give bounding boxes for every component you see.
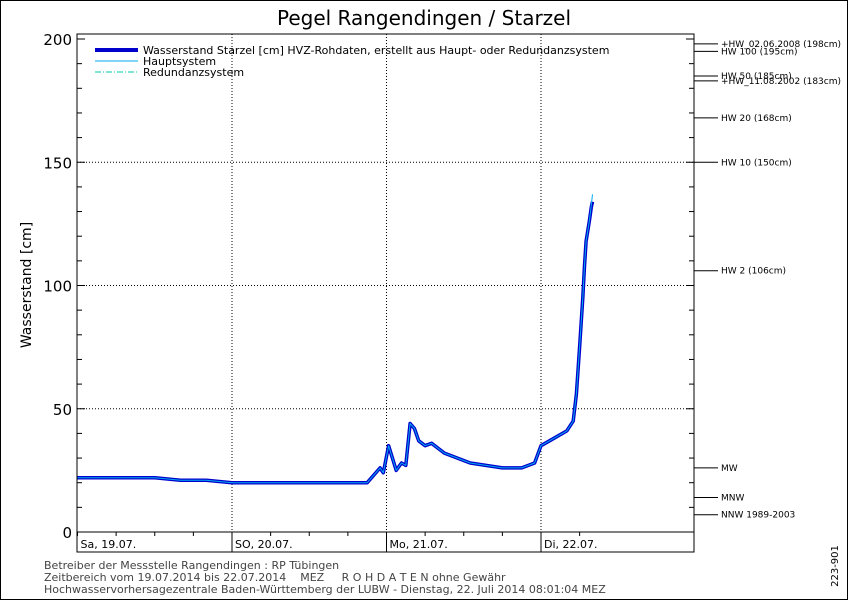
y-tick-label: 200: [43, 31, 72, 49]
series-line-wasserstand: [77, 201, 595, 485]
footer-operator: Betreiber der Messstelle Rangendingen : …: [44, 559, 339, 572]
reference-label: +HW_11.08.2002 (183cm): [721, 77, 841, 87]
legend-label: Redundanzsystem: [143, 66, 244, 79]
reference-label: HW 50 (185cm): [721, 72, 792, 82]
chart-title: Pegel Rangendingen / Starzel: [277, 6, 571, 30]
legend-label: Wasserstand Starzel [cm] HVZ-Rohdaten, e…: [143, 44, 609, 57]
footer-publisher: Hochwasservorhersagezentrale Baden-Württ…: [44, 583, 606, 596]
footer-timerange: Zeitbereich vom 19.07.2014 bis 22.07.201…: [44, 571, 506, 584]
x-tick-label: Di, 22.07.: [544, 538, 598, 551]
y-tick-label: 50: [53, 401, 72, 419]
reference-label: MW: [721, 464, 738, 474]
y-tick-label: 150: [43, 154, 72, 172]
grid-layer: [77, 34, 694, 552]
reference-label: NNW 1989-2003: [721, 511, 795, 521]
reference-label: HW 10 (150cm): [721, 158, 792, 168]
reference-label: HW 20 (168cm): [721, 114, 792, 124]
plot-area: [76, 33, 695, 553]
y-tick-label: 100: [43, 278, 72, 296]
y-tick-label: 0: [62, 524, 72, 542]
y-axis-label: Wasserstand [cm]: [19, 222, 35, 348]
tick-layer: 0 50 100 150 200 Sa, 19.07. SO, 20.07. Mo, 21.0…: [43, 31, 694, 551]
x-tick-label: SO, 20.07.: [235, 538, 293, 551]
series-layer: [77, 194, 595, 485]
reference-label: HW 2 (106cm): [721, 267, 786, 277]
series-line-hauptsystem: [77, 194, 593, 484]
x-tick-label: Sa, 19.07.: [81, 538, 137, 551]
reference-levels: +HW_02.06.2008 (198cm)HW 100 (195cm) HW 5…: [694, 40, 841, 521]
x-tick-label: Mo, 21.07.: [390, 538, 448, 551]
reference-label: MNW: [721, 493, 744, 503]
reference-label: +HW_02.06.2008 (198cm): [721, 40, 841, 50]
reference-label: HW 100 (195cm): [721, 47, 797, 57]
side-code: 223-901: [830, 545, 841, 587]
legend: Wasserstand Starzel [cm] HVZ-Rohdaten, e…: [95, 44, 609, 79]
legend-label: Hauptsystem: [143, 55, 216, 68]
